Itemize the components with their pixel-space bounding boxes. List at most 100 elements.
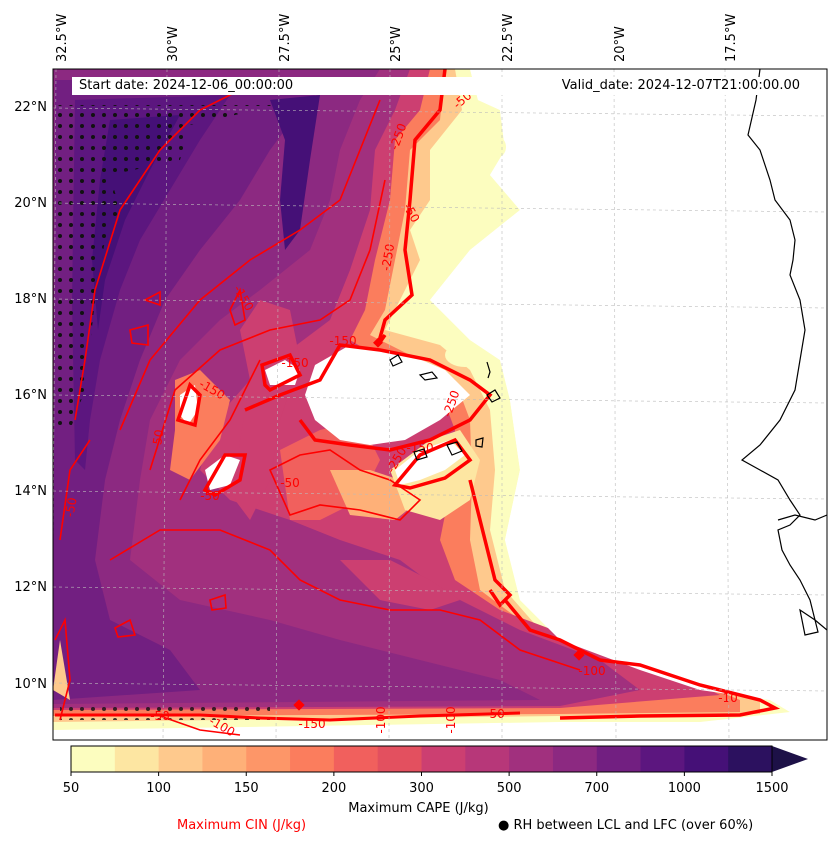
cin-contour-line — [179, 359, 261, 501]
cin-contour-line — [55, 711, 521, 722]
cin-contour-label: -50 — [200, 489, 220, 503]
colorbar-cell — [114, 746, 160, 772]
colorbar-cell — [158, 746, 203, 772]
cin-contour-label: -100 — [578, 664, 605, 678]
lon-label: 22.5°W — [501, 14, 516, 62]
colorbar-cell — [246, 746, 291, 772]
colorbar-cell — [333, 746, 379, 772]
cin-contour-line — [260, 352, 303, 393]
colorbar-cell — [684, 746, 729, 772]
start-date: Start date: 2024-12-06_00:00:00 — [79, 78, 294, 93]
cin-contour-line — [503, 598, 781, 720]
header-info-box: Start date: 2024-12-06_00:00:00 Valid_da… — [72, 77, 807, 95]
cin-contour-label: -50 — [485, 707, 505, 721]
cin-contour-line — [109, 529, 581, 671]
cin-contour-line — [244, 343, 493, 452]
cin-contour-250 — [376, 69, 447, 347]
colorbar-cell — [640, 746, 685, 772]
lat-label: 16°N — [14, 388, 47, 403]
colorbar-cell — [71, 746, 116, 772]
cin-contour-label: -100 — [374, 706, 388, 733]
cape-verde-island — [486, 389, 501, 403]
rh-legend: ● RH between LCL and LFC (over 60%) — [498, 818, 753, 833]
map-frame — [52, 68, 828, 741]
cape-verde-island — [413, 448, 428, 461]
lon-label: 25°W — [389, 26, 404, 62]
lon-label: 27.5°W — [278, 14, 293, 62]
cin-contour-line — [268, 449, 422, 521]
rh-legend-label: RH between LCL and LFC (over 60%) — [513, 818, 754, 833]
lat-label: 10°N — [14, 677, 47, 692]
colorbar-tick-label: 700 — [584, 781, 609, 796]
cape-verde-island — [446, 441, 463, 456]
lat-label: 14°N — [14, 484, 47, 499]
cin-legend-label: Maximum CIN (J/kg) — [177, 818, 307, 833]
cin-contour-label: -150 — [329, 334, 356, 348]
lon-label: 30°W — [166, 26, 181, 62]
cin-contour-line — [468, 479, 513, 608]
cape-verde-island — [486, 361, 491, 379]
gambia-coast — [777, 514, 827, 521]
cin-marker — [293, 699, 305, 711]
cin-contours — [54, 69, 781, 736]
colorbar-cell — [421, 746, 466, 772]
cin-contour-line — [119, 99, 381, 431]
colorbar-tick-label: 150 — [234, 781, 259, 796]
bijagos-island — [799, 608, 819, 636]
valid-date: Valid_date: 2024-12-07T21:00:00.00 — [561, 78, 800, 93]
lon-label: 20°W — [613, 26, 628, 62]
colorbar-tick-label: 100 — [146, 781, 171, 796]
cin-contour-label: -150 — [406, 441, 433, 455]
colorbar-cell — [202, 746, 247, 772]
colorbar-cell — [509, 746, 554, 772]
colorbar-tick-label: 500 — [497, 781, 522, 796]
cin-contour-label: -250 — [379, 243, 398, 272]
colorbar-tick-label: 1000 — [668, 781, 701, 796]
coastline — [389, 69, 827, 636]
lat-label: 22°N — [14, 100, 47, 115]
cape-field — [53, 69, 827, 740]
cin-contour-line — [54, 617, 71, 721]
cin-contour-line — [209, 593, 227, 611]
rh-legend-marker: ● — [498, 818, 510, 833]
colorbar-tick-label: 1500 — [755, 781, 788, 796]
colorbar-tick-label: 50 — [63, 781, 80, 796]
longitude-labels: 32.5°W 30°W 27.5°W 25°W 22.5°W 20°W 17.5… — [55, 14, 739, 62]
cin-contour-label: -10 — [718, 691, 738, 705]
cin-diamonds — [293, 337, 585, 711]
colorbar-ticks: 50100150200300500700100015002000 — [63, 772, 789, 796]
cin-contour-line — [114, 618, 137, 638]
colorbar-tick-label: 300 — [409, 781, 434, 796]
lat-label: 18°N — [14, 292, 47, 307]
cin-contour-line — [149, 179, 386, 471]
cin-contour-line — [129, 323, 149, 346]
colorbar-tick-label: 200 — [321, 781, 346, 796]
colorbar-cell — [728, 746, 773, 772]
lon-label: 17.5°W — [724, 14, 739, 62]
colorbar: 50100150200300500700100015002000 — [63, 745, 808, 796]
colorbar-cell — [465, 746, 510, 772]
cape-verde-island — [418, 371, 439, 381]
cin-contour-label: -100 — [444, 706, 458, 733]
west-africa-coast — [740, 69, 827, 631]
cin-marker — [373, 337, 383, 348]
colorbar-extend-arrow — [772, 746, 808, 772]
cin-contour-label: -50 — [149, 428, 166, 450]
cin-contour-line — [159, 715, 241, 736]
cin-contour-label: -150 — [281, 356, 308, 370]
colorbar-cell — [290, 746, 335, 772]
lat-label: 12°N — [14, 580, 47, 595]
graticule — [53, 69, 827, 740]
cape-verde-island — [389, 354, 403, 367]
cin-contour-line — [391, 437, 473, 490]
cin-marker — [573, 649, 585, 661]
cin-contour-line — [202, 453, 248, 497]
colorbar-cell — [596, 746, 642, 772]
colorbar-label: Maximum CAPE (J/kg) — [348, 801, 489, 816]
cin-contour-line — [59, 439, 91, 541]
cin-contour-label: -150 — [298, 717, 325, 731]
cin-contour-label: -50 — [62, 496, 79, 518]
lat-label: 20°N — [14, 196, 47, 211]
colorbar-cell — [552, 746, 598, 772]
